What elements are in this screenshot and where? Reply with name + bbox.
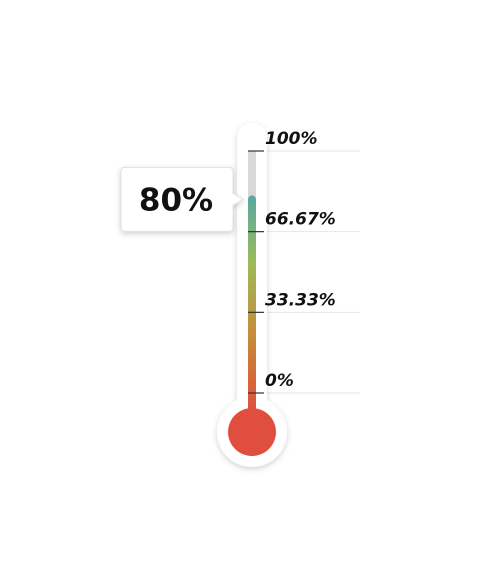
tick-label: 33.33% — [265, 290, 336, 310]
tick-labels: 100% 66.67% 33.33% 0% — [265, 129, 336, 391]
tick-label: 66.67% — [265, 210, 336, 230]
tick-marks — [248, 150, 264, 394]
tube-fill — [248, 199, 256, 413]
tick-gridlines — [256, 150, 360, 394]
fill-level-cap — [248, 195, 256, 204]
value-callout — [120, 166, 244, 232]
thermometer-bulb — [228, 408, 276, 456]
tick-label: 100% — [265, 129, 318, 149]
value-label: 80% — [139, 182, 213, 218]
tick-label: 0% — [265, 371, 294, 391]
